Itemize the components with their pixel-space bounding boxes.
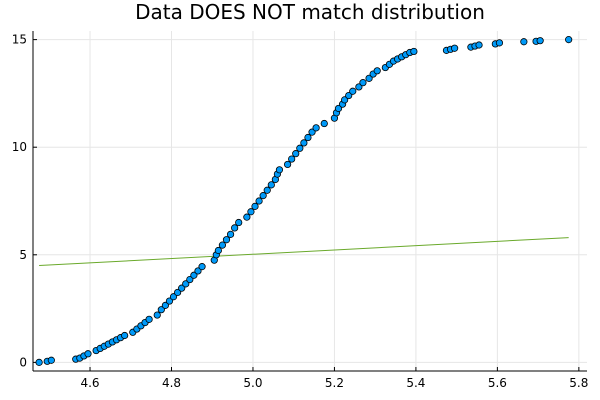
scatter-point <box>565 36 573 44</box>
scatter-point <box>349 87 357 95</box>
scatter-point <box>451 44 459 52</box>
scatter-point <box>47 356 55 364</box>
scatter-point <box>235 218 243 227</box>
x-tick-label: 5.6 <box>488 376 507 390</box>
scatter-point <box>247 208 255 216</box>
scatter-point <box>174 288 182 297</box>
scatter-point <box>153 311 161 319</box>
y-tick-label: 15 <box>12 33 27 47</box>
scatter-point <box>355 83 363 91</box>
scatter-point <box>259 192 267 200</box>
scatter-point <box>186 275 194 284</box>
scatter-point <box>178 284 186 292</box>
scatter-point <box>157 306 165 314</box>
x-tick-label: 5.8 <box>569 376 588 390</box>
scatter-point <box>255 197 263 205</box>
scatter-point <box>334 104 343 113</box>
scatter-point <box>218 241 227 249</box>
scatter-point <box>35 358 43 366</box>
x-tick-label: 5.2 <box>325 376 344 390</box>
y-tick-label: 10 <box>12 140 27 154</box>
scatter-point <box>320 119 328 128</box>
scatter-point <box>312 124 320 132</box>
scatter-point <box>145 315 153 323</box>
x-tick-label: 4.6 <box>80 376 99 390</box>
scatter-point <box>365 74 373 82</box>
scatter-point <box>536 37 544 45</box>
scatter-point <box>308 128 316 136</box>
scatter-point <box>410 47 418 56</box>
scatter-point <box>283 160 292 169</box>
scatter-point <box>226 230 235 238</box>
scatter-point <box>263 186 271 194</box>
scatter-point <box>495 39 504 47</box>
scatter-point <box>288 155 296 163</box>
grid-layer <box>33 31 587 371</box>
scatter-point <box>296 144 304 152</box>
y-tick-label: 0 <box>19 355 27 369</box>
scatter-point <box>243 213 251 221</box>
scatter-point <box>373 67 381 75</box>
scatter-point <box>222 236 231 244</box>
scatter-point <box>190 271 198 279</box>
scatter-point <box>182 280 190 288</box>
scatter-point <box>475 41 483 49</box>
scatter-point <box>520 38 528 46</box>
scatter-point <box>169 293 178 301</box>
scatter-point <box>292 150 300 158</box>
scatter-point <box>359 79 367 87</box>
axis-layer: 4.6 4.8 5.0 5.2 5.4 5.6 5.8 0 5 10 15 <box>12 31 588 390</box>
scatter-point <box>231 224 239 232</box>
scatter-point <box>275 166 284 174</box>
scatter-point <box>345 91 353 100</box>
scatter-point <box>194 267 202 275</box>
scatter-point <box>214 246 222 255</box>
y-tick-label: 5 <box>19 248 27 262</box>
scatter-point <box>251 202 259 210</box>
scatter-point <box>161 301 169 309</box>
line-layer <box>39 237 569 267</box>
reference-line <box>39 237 569 267</box>
x-tick-label: 5.0 <box>243 376 262 390</box>
scatter-point <box>304 133 312 142</box>
point-layer <box>35 36 573 366</box>
x-tick-label: 5.4 <box>406 376 425 390</box>
scatter-point <box>300 139 308 147</box>
scatter-point <box>84 350 92 358</box>
scatter-point <box>165 297 174 305</box>
scatter-point <box>341 96 349 104</box>
scatter-point <box>121 331 129 340</box>
scatter-point <box>267 181 275 189</box>
chart-title: Data DOES NOT match distribution <box>135 0 485 24</box>
scatter-point <box>198 263 206 271</box>
x-tick-label: 4.8 <box>162 376 181 390</box>
